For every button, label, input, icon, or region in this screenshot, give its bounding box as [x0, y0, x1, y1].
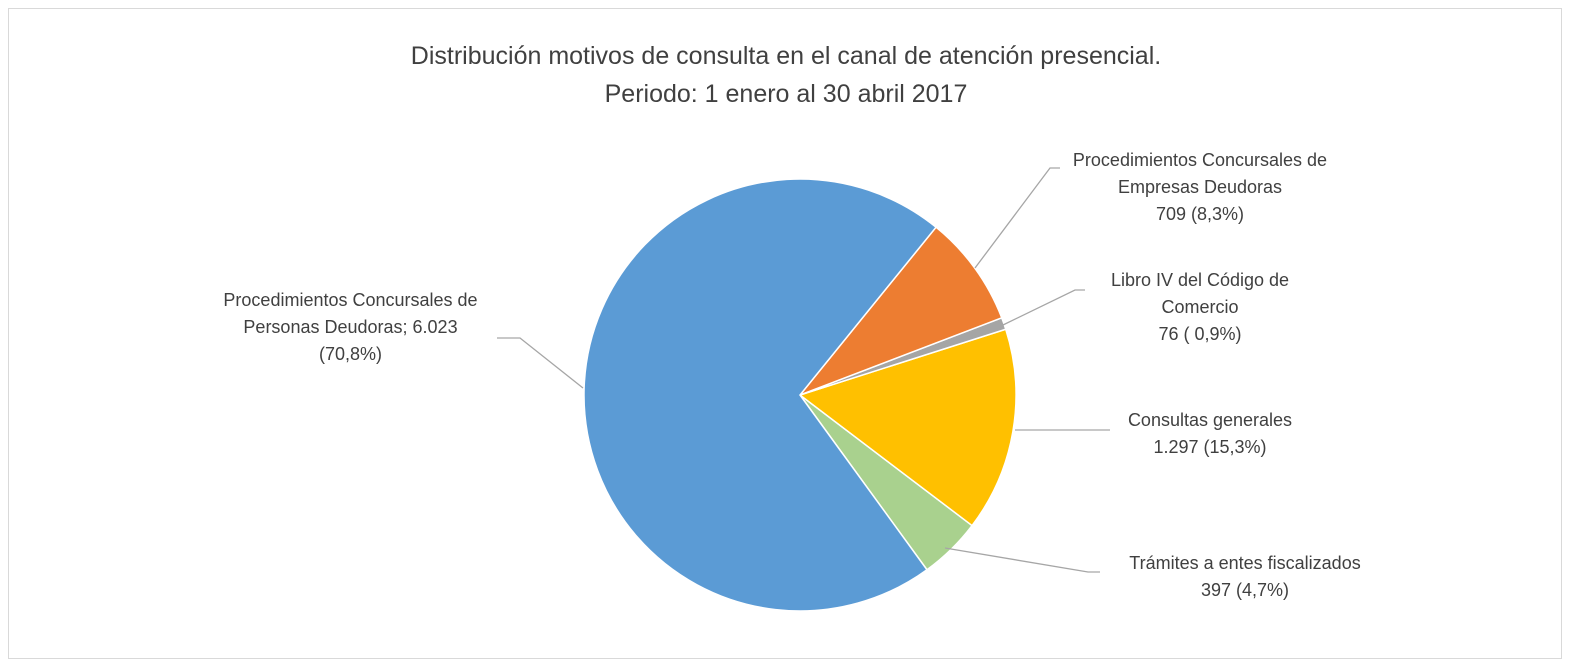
data-label: Libro IV del Código de Comercio 76 ( 0,9…: [1070, 267, 1330, 348]
chart-title: Periodo: 1 enero al 30 abril 2017: [604, 80, 968, 108]
leader-line: [497, 337, 584, 389]
value-label: 1.297 (15,3%): [1153, 437, 1267, 457]
leader-line: [1002, 289, 1085, 326]
chart-title: Distribución motivos de consulta en el c…: [410, 42, 1162, 70]
data-label: Procedimientos Concursales de Empresas D…: [1070, 147, 1330, 228]
value-label: 76 ( 0,9%): [1158, 324, 1242, 344]
leader-line: [944, 547, 1100, 573]
data-label: Trámites a entes fiscalizados 397 (4,7%): [1100, 550, 1390, 604]
category-label: Procedimientos Concursales de Personas D…: [223, 290, 478, 337]
category-label: Procedimientos Concursales de Empresas D…: [1072, 150, 1328, 197]
value-label: 709 (8,3%): [1155, 204, 1245, 224]
chart-border: [8, 8, 1562, 659]
pie-slice: [583, 178, 938, 612]
category-label: Consultas generales: [1127, 410, 1293, 430]
pie-slice: [797, 226, 1003, 397]
category-label: Libro IV del Código de Comercio: [1110, 270, 1290, 317]
data-label: Consultas generales 1.297 (15,3%): [1080, 407, 1340, 461]
data-label: Procedimientos Concursales de Personas D…: [218, 287, 483, 368]
value-label: 6.023 (70,8%): [318, 317, 458, 364]
value-label: 397 (4,7%): [1200, 580, 1290, 600]
leader-line: [974, 167, 1060, 269]
leader-lines: [497, 167, 1110, 573]
category-label: Trámites a entes fiscalizados: [1129, 553, 1361, 573]
